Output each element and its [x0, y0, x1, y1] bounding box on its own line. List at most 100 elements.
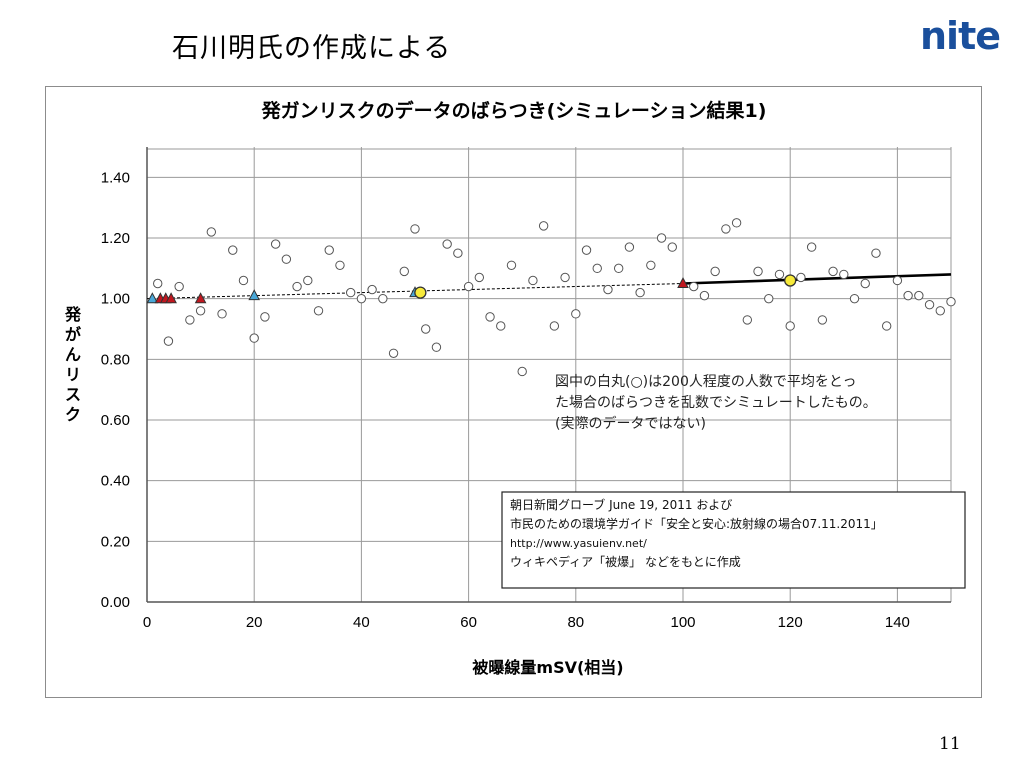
page-number: 11: [939, 734, 961, 754]
source-box: [501, 491, 966, 589]
y-tick-label: 0.60: [101, 412, 130, 429]
trend-lines: [146, 273, 952, 300]
y-tick-label: 1.20: [101, 230, 130, 247]
open-circle-point: [624, 242, 635, 252]
open-circle-point: [303, 275, 313, 286]
source-citation: 朝日新聞グローブ June 19, 2011 および市民のための環境学ガイド「安…: [510, 497, 883, 569]
open-circle-point: [721, 224, 731, 234]
open-circle-point: [646, 260, 656, 271]
red-triangle-point: [677, 277, 689, 289]
x-tick-label: 120: [778, 614, 803, 631]
open-circle-point: [817, 315, 828, 325]
open-circle-point: [324, 245, 334, 255]
open-circle-point: [571, 309, 581, 319]
open-circle-point: [699, 290, 710, 301]
y-tick-label: 1.00: [101, 291, 130, 308]
open-circle-point: [356, 293, 367, 304]
open-circle-point: [538, 221, 549, 231]
open-circle-point: [581, 245, 592, 255]
y-tick-label: 0.20: [101, 533, 130, 550]
yellow-circle-point: [784, 274, 797, 287]
open-circle-point: [281, 254, 292, 264]
y-axis-label-char: が: [65, 325, 81, 344]
open-circle-point: [485, 312, 495, 322]
nite-logo: nite: [920, 14, 1001, 58]
open-circle-point: [206, 227, 217, 237]
source-line: http://www.yasuienv.net/: [510, 537, 647, 550]
open-circle-point: [764, 293, 774, 304]
open-circle-point: [635, 287, 645, 298]
open-circle-point: [592, 263, 602, 274]
open-circle-point: [871, 248, 881, 258]
trend-line-dotted: [146, 283, 684, 300]
y-axis-label-char: ク: [65, 405, 81, 424]
open-circle-point: [249, 333, 259, 343]
open-circle-point: [238, 275, 249, 286]
open-circle-point: [270, 239, 281, 249]
open-circle-point: [774, 269, 785, 280]
grid-layer: [146, 147, 952, 603]
open-circle-point: [345, 287, 356, 298]
note-line: 図中の白丸(○)は200人程度の人数で平均をとっ: [555, 374, 856, 390]
open-circle-point: [399, 266, 409, 277]
open-circle-point: [496, 321, 506, 331]
slide-title: 石川明氏の作成による: [172, 33, 452, 64]
open-circle-point: [313, 306, 324, 316]
y-axis-label-char: リ: [65, 365, 81, 384]
red-triangle-point: [165, 292, 177, 304]
open-circle-point: [378, 293, 388, 304]
open-circle-point: [367, 284, 377, 295]
open-circle-point: [796, 272, 806, 283]
open-circle-point: [195, 306, 206, 316]
note-line: (実際のデータではない): [555, 415, 706, 432]
open-circle-point: [185, 315, 195, 325]
open-circle-point: [656, 233, 667, 243]
open-circle-point: [710, 266, 720, 277]
open-circle-point: [163, 336, 174, 346]
x-tick-label: 140: [885, 614, 910, 631]
source-line: 市民のための環境学ガイド「安全と安心:放射線の場合07.11.2011」: [510, 516, 883, 531]
open-circle-point: [914, 290, 924, 301]
open-circle-point: [667, 242, 677, 252]
source-line: 朝日新聞グローブ June 19, 2011 および: [510, 497, 732, 512]
open-circle-point: [463, 281, 474, 292]
open-circle-point: [453, 248, 463, 258]
open-circle-point: [731, 218, 742, 228]
y-tick-label: 1.40: [101, 169, 130, 186]
open-circle-point: [828, 266, 838, 277]
note-line: た場合のばらつきを乱数でシミュレートしたもの。: [555, 395, 877, 411]
open-circle-point: [753, 266, 763, 277]
open-circle-point: [174, 281, 184, 292]
open-circle-point: [946, 297, 956, 307]
y-axis-label-char: ス: [65, 385, 81, 404]
open-circle-point: [506, 260, 517, 271]
open-circle-point: [785, 321, 795, 331]
blue-triangle-point: [146, 292, 159, 304]
open-circle-point: [806, 242, 817, 252]
open-circle-point: [388, 348, 399, 358]
open-circle-point: [849, 293, 860, 304]
open-circle-point: [517, 366, 527, 377]
open-circle-point: [689, 281, 699, 292]
trend-line-solid: [682, 273, 952, 285]
chart-svg: 発ガンリスクのデータのばらつき(シミュレーション結果1) 0 20 40 60 80 10…: [64, 99, 966, 677]
open-circle-point: [335, 260, 345, 271]
open-circle-point: [292, 281, 302, 292]
open-circle-point: [528, 275, 538, 286]
open-circle-point: [860, 278, 870, 289]
open-circle-point: [560, 272, 570, 283]
y-tick-label: 0.40: [101, 473, 130, 490]
yellow-circle-point: [414, 286, 427, 299]
open-circle-point: [935, 306, 945, 316]
x-tick-label: 40: [353, 614, 370, 631]
chart-frame: 発ガンリスクのデータのばらつき(シミュレーション結果1) 0 20 40 60 80 10…: [45, 86, 982, 698]
open-circle-point: [442, 239, 452, 249]
x-tick-label: 60: [460, 614, 477, 631]
chart-title: 発ガンリスクのデータのばらつき(シミュレーション結果1): [261, 99, 767, 122]
open-circle-point: [903, 290, 913, 301]
ticks-layer: 0 20 40 60 80 100 120 140 0.00 0.20 0.40 0.60 0.80 1.…: [101, 169, 910, 631]
open-circle-point: [153, 278, 163, 289]
y-tick-label: 0.00: [101, 594, 130, 611]
open-circle-point: [228, 245, 238, 255]
